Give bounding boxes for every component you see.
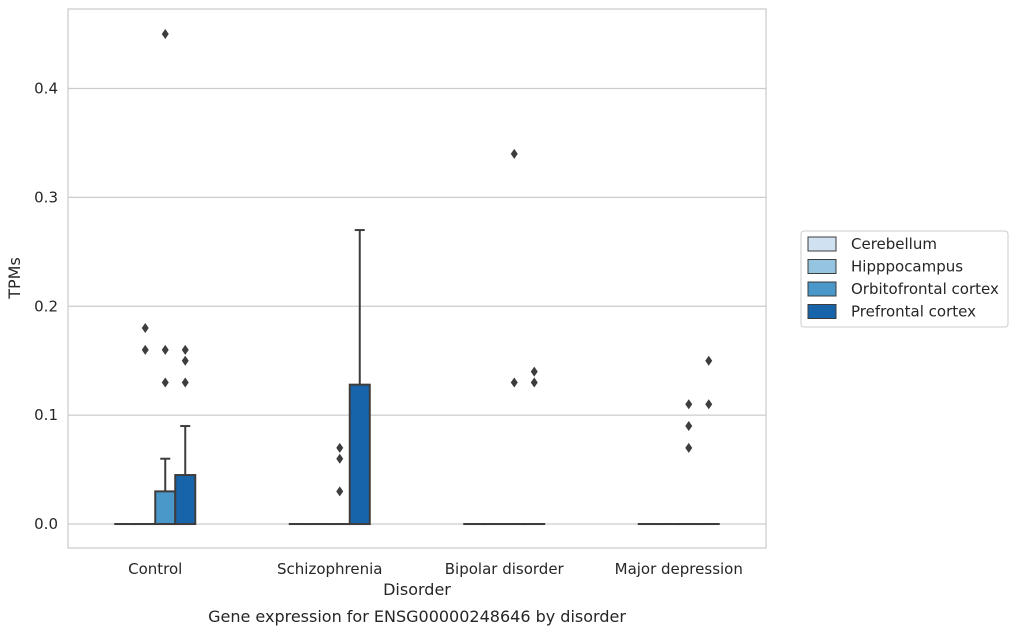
x-tick-label: Control	[128, 560, 182, 578]
outlier-point	[181, 344, 189, 355]
box	[174, 474, 197, 526]
outlier-point	[705, 355, 713, 366]
y-tick-labels: 0.0 0.1 0.2 0.3 0.4	[34, 79, 58, 533]
outlier-point	[510, 377, 518, 388]
y-tick-label: 0.2	[34, 297, 58, 315]
chart-caption: Gene expression for ENSG00000248646 by d…	[208, 607, 626, 626]
y-tick-label: 0.3	[34, 188, 58, 206]
x-tick-labels: Control Schizophrenia Bipolar disorder Majo…	[128, 560, 743, 578]
legend-frame	[800, 230, 1009, 328]
outlier-point	[161, 377, 169, 388]
x-tick-label: Major depression	[615, 560, 743, 578]
outlier-point	[181, 355, 189, 366]
outlier-point	[510, 148, 518, 159]
legend: Cerebellum Hipppocampus Orbitofrontal cort…	[800, 230, 1009, 328]
outlier-point	[530, 377, 538, 388]
outlier-point	[141, 323, 149, 334]
outlier-point	[336, 486, 344, 497]
outlier-point	[141, 344, 149, 355]
outlier-point	[685, 442, 693, 453]
box	[348, 383, 371, 526]
outlier-point	[336, 453, 344, 464]
outlier-point	[336, 442, 344, 453]
legend-label: Hipppocampus	[851, 258, 963, 276]
outlier-point	[161, 344, 169, 355]
y-tick-label: 0.0	[34, 515, 58, 533]
outlier-point	[705, 399, 713, 410]
legend-label: Cerebellum	[851, 235, 937, 253]
y-axis-title: TPMs	[5, 257, 24, 300]
legend-swatch	[807, 259, 837, 274]
y-tick-label: 0.4	[34, 79, 58, 97]
outlier-point	[530, 366, 538, 377]
box	[154, 490, 177, 526]
legend-items: Cerebellum Hipppocampus Orbitofrontal cort…	[807, 235, 999, 321]
legend-swatch	[807, 304, 837, 319]
x-tick-label: Bipolar disorder	[445, 560, 565, 578]
legend-label: Orbitofrontal cortex	[851, 280, 999, 298]
outlier-point	[685, 399, 693, 410]
legend-swatch	[807, 236, 837, 252]
grid-layer	[68, 87, 766, 525]
outlier-point	[161, 29, 169, 40]
legend-swatch	[807, 281, 837, 297]
y-tick-label: 0.1	[34, 406, 58, 424]
legend-label: Prefrontal cortex	[851, 303, 976, 321]
x-axis-title: Disorder	[383, 580, 451, 599]
marks-layer	[114, 29, 720, 526]
outlier-point	[685, 421, 693, 432]
plot-frame	[67, 8, 767, 549]
outlier-point	[181, 377, 189, 388]
x-tick-label: Schizophrenia	[277, 560, 382, 578]
